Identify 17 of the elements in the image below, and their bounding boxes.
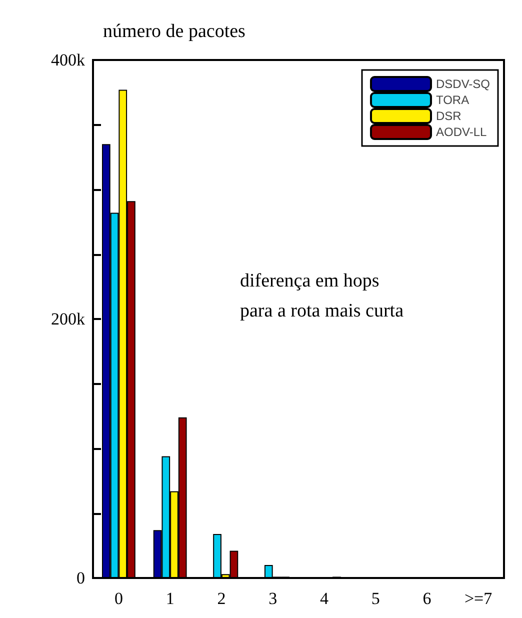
x-tick-label: 6 (422, 589, 432, 608)
y-axis-title: número de pacotes (103, 21, 246, 42)
x-tick-label: >=7 (464, 589, 493, 608)
legend-label: AODV-LL (436, 125, 488, 139)
legend-label: DSR (436, 109, 462, 123)
x-tick-label: 0 (114, 589, 123, 608)
y-tick-label: 200k (51, 310, 86, 328)
legend-label: DSDV-SQ (436, 77, 490, 91)
legend-label: TORA (436, 93, 470, 107)
x-tick-label: 3 (268, 589, 278, 608)
y-tick-label: 0 (76, 568, 85, 588)
x-tick-label: 1 (166, 589, 174, 608)
x-tick-label: 5 (371, 589, 380, 608)
x-tick-label: 2 (217, 589, 226, 608)
x-axis-title: diferença em hops para a rota mais curta (240, 270, 404, 322)
y-tick-label: 400k (51, 50, 86, 70)
x-tick-label: 4 (320, 589, 329, 608)
